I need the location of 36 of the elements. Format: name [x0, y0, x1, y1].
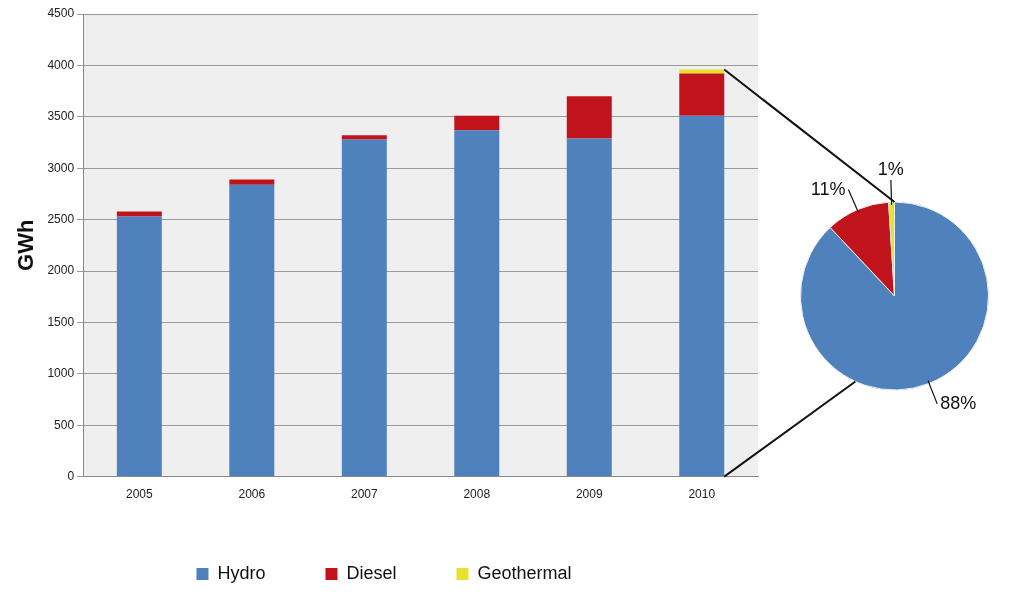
- y-axis-title: GWh: [13, 219, 39, 271]
- data-label: 1%: [877, 159, 904, 180]
- bar: [566, 96, 612, 139]
- bar: [454, 115, 500, 131]
- bar: [679, 69, 725, 74]
- bar: [116, 216, 162, 477]
- y-tick-label: 1500: [47, 314, 75, 329]
- bar: [229, 179, 275, 185]
- bar: [679, 73, 725, 116]
- legend-label: Geothermal: [477, 562, 572, 583]
- y-tick-label: 4500: [47, 6, 75, 21]
- y-tick-label: 2500: [47, 211, 75, 226]
- data-label: 88%: [940, 392, 977, 413]
- y-tick-label: 500: [54, 417, 75, 432]
- bar: [341, 139, 387, 477]
- y-tick-label: 3500: [47, 109, 75, 124]
- x-tick-label: 2005: [125, 487, 154, 502]
- bar: [679, 115, 725, 477]
- x-tick-label: 2009: [575, 487, 603, 502]
- x-tick-label: 2010: [688, 487, 716, 502]
- bar: [454, 130, 500, 477]
- bar: [566, 138, 612, 477]
- y-tick-label: 3000: [47, 160, 75, 175]
- bar: [341, 135, 387, 140]
- bar: [229, 184, 275, 477]
- y-tick-label: 4000: [47, 57, 75, 72]
- bar: [116, 211, 162, 217]
- legend-label: Hydro: [217, 562, 266, 583]
- x-tick-label: 2008: [463, 487, 491, 502]
- y-tick-label: 2000: [47, 263, 75, 278]
- x-tick-label: 2006: [238, 487, 266, 502]
- y-tick-label: 0: [67, 468, 75, 483]
- x-tick-label: 2007: [350, 487, 378, 502]
- legend-label: Diesel: [346, 562, 397, 583]
- data-label: 11%: [810, 178, 846, 199]
- y-tick-label: 1000: [47, 366, 75, 381]
